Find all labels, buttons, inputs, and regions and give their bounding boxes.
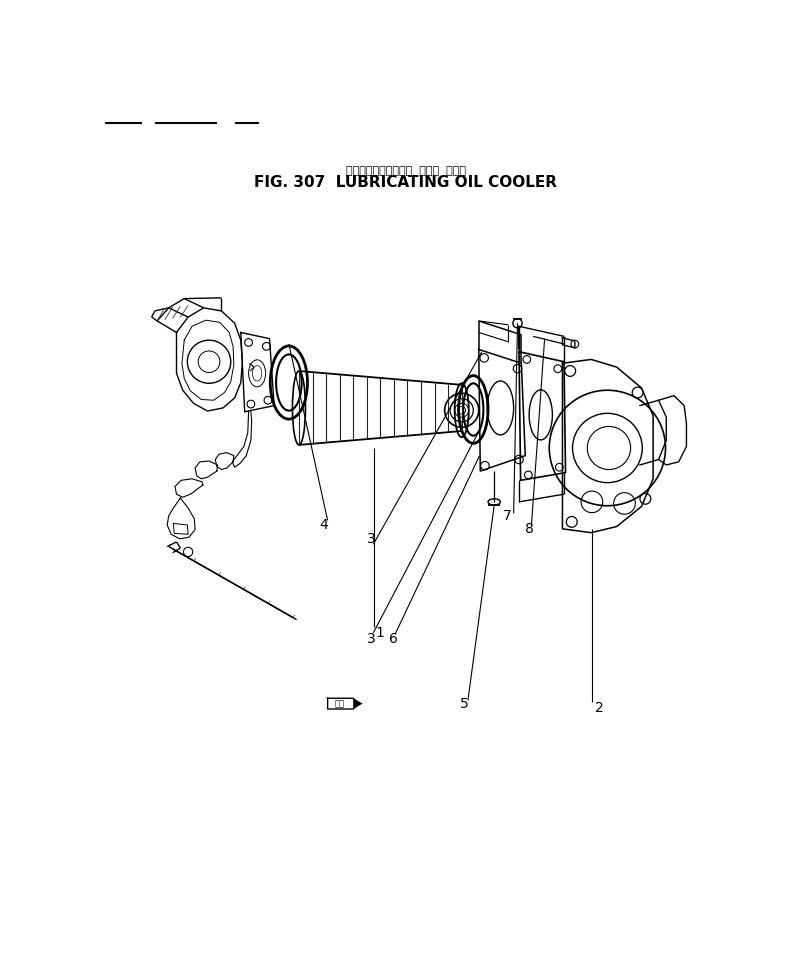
Text: 2: 2 (595, 701, 604, 715)
Text: 5: 5 (460, 696, 469, 711)
Text: 4: 4 (319, 518, 328, 532)
Text: 3: 3 (367, 632, 376, 646)
Text: FIG. 307  LUBRICATING OIL COOLER: FIG. 307 LUBRICATING OIL COOLER (254, 175, 558, 190)
Text: 前矢: 前矢 (334, 699, 345, 708)
Text: 7: 7 (503, 508, 512, 523)
Polygon shape (353, 698, 363, 709)
Text: 8: 8 (524, 522, 534, 536)
Text: 3: 3 (367, 532, 376, 545)
Text: 1: 1 (375, 625, 384, 640)
Text: 6: 6 (389, 632, 398, 646)
Text: ルーブリケーティング  オイル  クーラ: ルーブリケーティング オイル クーラ (346, 167, 466, 176)
